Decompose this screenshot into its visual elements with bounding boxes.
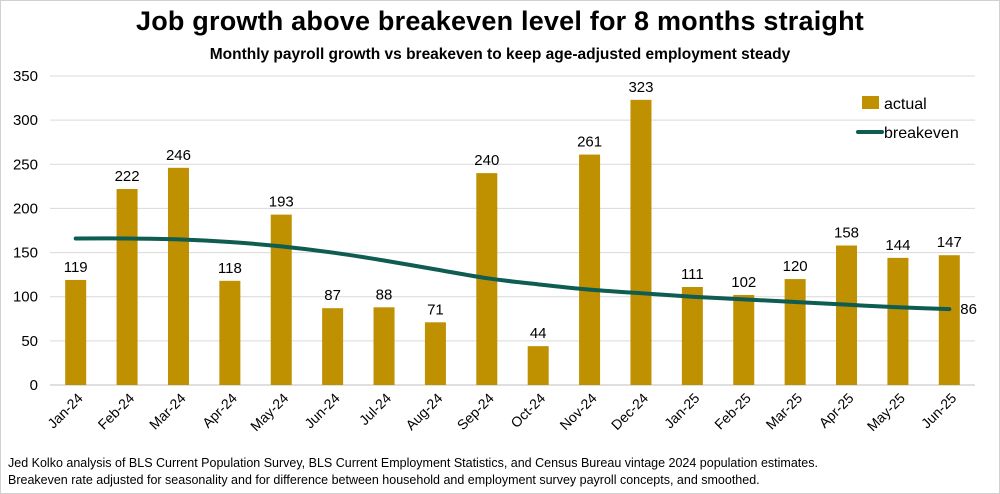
bar — [65, 279, 87, 385]
bar-value-label: 240 — [474, 152, 499, 169]
bar-value-label: 71 — [427, 301, 444, 318]
x-tick-label: Jul-24 — [356, 390, 394, 428]
bar-value-label: 158 — [834, 225, 859, 242]
bar — [116, 189, 138, 385]
y-tick-label: 250 — [13, 156, 38, 173]
breakeven-end-label: 86 — [960, 301, 977, 318]
bar — [373, 307, 395, 385]
bar-value-label: 102 — [731, 274, 756, 291]
bar — [219, 280, 241, 385]
bar — [167, 167, 189, 385]
x-tick-label: Mar-25 — [763, 390, 806, 433]
legend-swatch-actual — [862, 96, 879, 109]
bar-value-label: 87 — [324, 287, 341, 304]
bar — [630, 99, 652, 385]
legend-label-breakeven: breakeven — [884, 125, 959, 142]
bar-value-label: 246 — [166, 147, 191, 164]
x-tick-label: Jun-24 — [301, 390, 343, 432]
y-tick-label: 200 — [13, 200, 38, 217]
bar — [681, 287, 703, 385]
x-tick-label: Apr-25 — [816, 390, 857, 431]
bar — [784, 279, 806, 385]
legend: actual breakeven — [856, 96, 959, 142]
x-tick-label: Aug-24 — [402, 390, 445, 433]
footnote-method: Breakeven rate adjusted for seasonality … — [8, 473, 760, 487]
bar-value-label: 147 — [937, 234, 962, 251]
x-tick-label: Jun-25 — [918, 390, 960, 432]
y-tick-label: 300 — [13, 112, 38, 129]
x-tick-label: Mar-24 — [146, 390, 189, 433]
bar — [836, 245, 858, 385]
bar-value-label: 323 — [628, 79, 653, 96]
bar — [733, 294, 755, 385]
footnote-source: Jed Kolko analysis of BLS Current Popula… — [8, 456, 818, 470]
x-tick-label: Jan-25 — [661, 390, 703, 432]
x-tick-label: Feb-24 — [95, 390, 138, 433]
bar — [527, 346, 549, 385]
legend-label-actual: actual — [884, 96, 927, 113]
bar-value-label: 120 — [783, 258, 808, 275]
y-tick-label: 0 — [30, 377, 38, 394]
bar-value-label: 44 — [530, 325, 547, 342]
bar — [887, 257, 909, 385]
breakeven-line — [73, 236, 952, 312]
bar-value-label: 193 — [269, 194, 294, 211]
x-tick-label: Nov-24 — [556, 390, 599, 433]
y-tick-label: 50 — [21, 333, 38, 350]
line-breakeven — [73, 236, 952, 312]
bar — [424, 322, 446, 385]
bar — [938, 255, 960, 385]
x-tick-label: Sep-24 — [454, 390, 497, 433]
x-tick-label: Apr-24 — [199, 390, 240, 431]
bar — [322, 308, 344, 385]
bar-value-label: 88 — [376, 286, 393, 303]
y-tick-label: 150 — [13, 245, 38, 262]
x-tick-label: Jan-24 — [44, 390, 86, 432]
chart-subtitle: Monthly payroll growth vs breakeven to k… — [209, 46, 791, 63]
x-tick-label: Oct-24 — [507, 390, 548, 431]
gridlines — [50, 75, 975, 386]
footnotes: Jed Kolko analysis of BLS Current Popula… — [8, 455, 818, 489]
bars-actual — [65, 99, 960, 385]
bar — [270, 214, 292, 385]
x-tick-label: Feb-25 — [711, 390, 754, 433]
x-axis-ticks: Jan-24 Feb-24 Mar-24 Apr-24 May-24 Jun-24 Jul-… — [44, 390, 959, 434]
chart-title: Job growth above breakeven level for 8 m… — [136, 6, 864, 36]
bar-value-label: 144 — [885, 237, 910, 254]
y-tick-label: 100 — [13, 289, 38, 306]
y-axis-ticks: 0 50 100 150 200 250 300 350 — [13, 68, 38, 394]
x-tick-label: May-25 — [864, 390, 908, 434]
y-tick-label: 350 — [13, 68, 38, 85]
bar-value-label: 119 — [64, 259, 88, 276]
data-labels: 119 222 246 118 193 87 88 71 240 44 261 323 111 102 12… — [64, 79, 977, 342]
bar-value-label: 118 — [218, 260, 242, 277]
x-tick-label: Dec-24 — [608, 390, 651, 433]
bar-value-label: 222 — [115, 168, 140, 185]
bar-value-label: 261 — [577, 134, 602, 151]
bar-value-label: 111 — [681, 266, 704, 283]
x-tick-label: May-24 — [247, 390, 291, 434]
bar — [579, 154, 601, 385]
